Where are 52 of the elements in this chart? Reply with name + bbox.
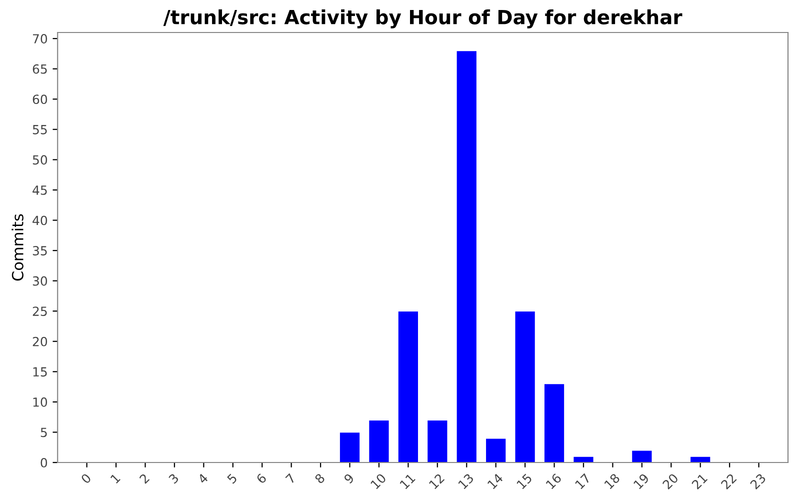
x-tick-label: 17 — [574, 473, 591, 490]
y-tick-label: 60 — [32, 94, 48, 104]
y-tick-label: 45 — [32, 186, 47, 195]
x-tick-label: 1 — [110, 473, 120, 484]
x-tick-label: 16 — [546, 472, 562, 490]
x-tick-label: 12 — [428, 473, 445, 490]
x-tick-label: 9 — [343, 473, 355, 484]
y-tick-label: 70 — [32, 34, 48, 44]
x-tick-label: 23 — [750, 473, 766, 490]
y-tick-label: 25 — [32, 306, 47, 316]
bar — [544, 383, 565, 462]
x-tick-label: 5 — [226, 473, 238, 484]
y-tick-label: 20 — [32, 336, 48, 346]
y-tick-label: 30 — [32, 276, 48, 286]
y-tick-label: 0 — [40, 458, 48, 468]
y-tick-label: 55 — [32, 125, 47, 134]
y-tick-label: 40 — [32, 216, 48, 226]
y-tick-label: 65 — [32, 64, 47, 74]
x-tick-label: 18 — [604, 472, 620, 490]
y-tick-label: 5 — [40, 428, 47, 438]
y-tick-label: 35 — [32, 246, 47, 256]
bar — [485, 438, 506, 462]
x-tick-label: 19 — [633, 473, 650, 490]
x-tick-label: 13 — [458, 473, 474, 490]
x-tick-label: 3 — [168, 473, 180, 484]
bar — [572, 456, 594, 462]
x-tick-label: 21 — [691, 473, 708, 490]
y-axis-title: Commits — [12, 214, 24, 281]
x-tick-label: 0 — [80, 472, 92, 484]
x-tick-label: 8 — [314, 472, 326, 484]
bar — [368, 420, 390, 462]
bar — [514, 310, 536, 462]
x-tick-label: 4 — [197, 472, 208, 484]
bar — [456, 50, 478, 462]
x-tick-label: 22 — [720, 473, 737, 490]
x-tick-label: 6 — [256, 472, 267, 484]
bar — [398, 310, 419, 462]
y-tick-label: 15 — [33, 367, 47, 377]
bar — [339, 432, 360, 462]
bar — [426, 420, 448, 462]
x-tick-label: 10 — [370, 472, 387, 490]
chart-title: /trunk/src: Activity by Hour of Day for derekhar — [163, 9, 682, 28]
y-tick-label: 50 — [32, 155, 48, 165]
x-tick-label: 15 — [516, 473, 532, 490]
x-tick-label: 11 — [400, 473, 416, 490]
x-tick-label: 14 — [487, 472, 504, 490]
x-tick-label: 20 — [662, 472, 679, 490]
x-tick-label: 7 — [285, 473, 296, 484]
bar — [631, 450, 653, 462]
y-tick-label: 10 — [33, 397, 48, 407]
bar — [690, 456, 711, 462]
x-tick-label: 2 — [138, 473, 150, 484]
